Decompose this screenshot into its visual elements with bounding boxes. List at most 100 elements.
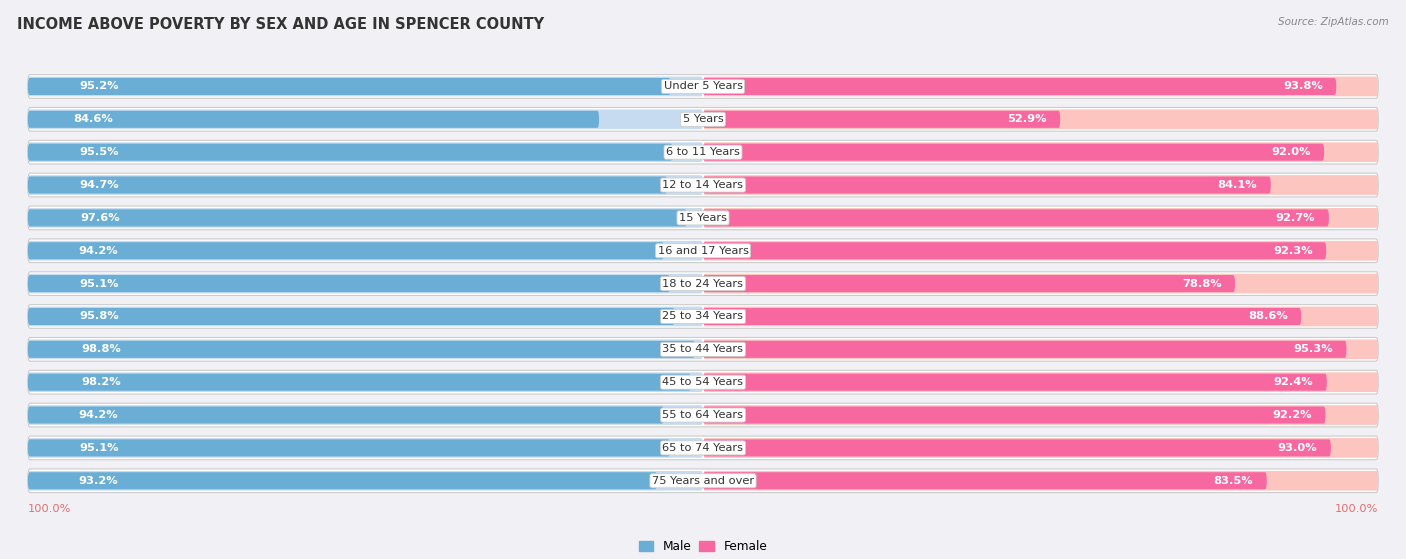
FancyBboxPatch shape <box>703 78 1336 95</box>
FancyBboxPatch shape <box>703 339 1378 359</box>
FancyBboxPatch shape <box>703 274 1378 293</box>
FancyBboxPatch shape <box>28 306 703 326</box>
Text: 94.7%: 94.7% <box>79 180 118 190</box>
FancyBboxPatch shape <box>28 274 703 293</box>
Text: 98.8%: 98.8% <box>82 344 121 354</box>
FancyBboxPatch shape <box>703 275 1234 292</box>
Text: 52.9%: 52.9% <box>1007 114 1046 124</box>
FancyBboxPatch shape <box>28 439 669 457</box>
Text: 6 to 11 Years: 6 to 11 Years <box>666 147 740 157</box>
Text: 95.5%: 95.5% <box>79 147 120 157</box>
Text: 12 to 14 Years: 12 to 14 Years <box>662 180 744 190</box>
FancyBboxPatch shape <box>703 438 1378 458</box>
FancyBboxPatch shape <box>28 177 668 193</box>
Text: 84.1%: 84.1% <box>1218 180 1257 190</box>
FancyBboxPatch shape <box>703 208 1378 228</box>
FancyBboxPatch shape <box>703 241 1378 260</box>
FancyBboxPatch shape <box>703 177 1271 193</box>
Text: 95.1%: 95.1% <box>79 278 118 288</box>
FancyBboxPatch shape <box>703 210 1329 226</box>
Text: 95.2%: 95.2% <box>79 82 118 92</box>
FancyBboxPatch shape <box>703 405 1378 425</box>
FancyBboxPatch shape <box>28 405 703 425</box>
Text: 93.2%: 93.2% <box>79 476 118 486</box>
Text: 95.1%: 95.1% <box>79 443 118 453</box>
Text: 93.0%: 93.0% <box>1278 443 1317 453</box>
FancyBboxPatch shape <box>28 406 664 424</box>
FancyBboxPatch shape <box>703 471 1378 491</box>
Text: 93.8%: 93.8% <box>1284 82 1323 92</box>
FancyBboxPatch shape <box>28 74 1378 98</box>
FancyBboxPatch shape <box>28 78 671 95</box>
FancyBboxPatch shape <box>28 239 1378 263</box>
FancyBboxPatch shape <box>28 371 1378 394</box>
Text: 35 to 44 Years: 35 to 44 Years <box>662 344 744 354</box>
Text: 100.0%: 100.0% <box>1334 504 1378 514</box>
Text: 97.6%: 97.6% <box>80 213 120 223</box>
FancyBboxPatch shape <box>28 210 686 226</box>
Text: 94.2%: 94.2% <box>79 246 118 256</box>
FancyBboxPatch shape <box>28 373 690 391</box>
FancyBboxPatch shape <box>28 438 703 458</box>
FancyBboxPatch shape <box>28 173 1378 197</box>
FancyBboxPatch shape <box>703 372 1378 392</box>
FancyBboxPatch shape <box>28 143 703 162</box>
FancyBboxPatch shape <box>28 110 703 129</box>
Text: 95.8%: 95.8% <box>80 311 120 321</box>
Text: 84.6%: 84.6% <box>73 114 114 124</box>
FancyBboxPatch shape <box>28 469 1378 492</box>
Text: 92.2%: 92.2% <box>1272 410 1312 420</box>
FancyBboxPatch shape <box>28 208 703 228</box>
FancyBboxPatch shape <box>703 406 1326 424</box>
FancyBboxPatch shape <box>703 472 1267 489</box>
FancyBboxPatch shape <box>28 436 1378 459</box>
Text: 78.8%: 78.8% <box>1182 278 1222 288</box>
FancyBboxPatch shape <box>703 308 1301 325</box>
FancyBboxPatch shape <box>703 341 1347 358</box>
Text: 92.7%: 92.7% <box>1275 213 1316 223</box>
FancyBboxPatch shape <box>28 111 599 128</box>
Text: 100.0%: 100.0% <box>28 504 72 514</box>
Text: 88.6%: 88.6% <box>1249 311 1288 321</box>
Text: 45 to 54 Years: 45 to 54 Years <box>662 377 744 387</box>
FancyBboxPatch shape <box>703 175 1378 195</box>
FancyBboxPatch shape <box>28 471 703 491</box>
FancyBboxPatch shape <box>703 111 1060 128</box>
Text: 92.0%: 92.0% <box>1271 147 1310 157</box>
FancyBboxPatch shape <box>28 341 695 358</box>
FancyBboxPatch shape <box>28 339 703 359</box>
Text: 94.2%: 94.2% <box>79 410 118 420</box>
FancyBboxPatch shape <box>28 272 1378 296</box>
FancyBboxPatch shape <box>28 175 703 195</box>
FancyBboxPatch shape <box>703 77 1378 96</box>
Text: 95.3%: 95.3% <box>1294 344 1333 354</box>
FancyBboxPatch shape <box>28 372 703 392</box>
Text: 83.5%: 83.5% <box>1213 476 1253 486</box>
FancyBboxPatch shape <box>28 308 675 325</box>
Text: 25 to 34 Years: 25 to 34 Years <box>662 311 744 321</box>
FancyBboxPatch shape <box>28 403 1378 427</box>
Text: 75 Years and over: 75 Years and over <box>652 476 754 486</box>
Text: 16 and 17 Years: 16 and 17 Years <box>658 246 748 256</box>
FancyBboxPatch shape <box>703 373 1327 391</box>
FancyBboxPatch shape <box>28 305 1378 328</box>
FancyBboxPatch shape <box>28 275 669 292</box>
FancyBboxPatch shape <box>28 472 657 489</box>
Legend: Male, Female: Male, Female <box>634 535 772 558</box>
FancyBboxPatch shape <box>28 144 672 161</box>
FancyBboxPatch shape <box>703 143 1378 162</box>
FancyBboxPatch shape <box>703 144 1324 161</box>
Text: Source: ZipAtlas.com: Source: ZipAtlas.com <box>1278 17 1389 27</box>
Text: 15 Years: 15 Years <box>679 213 727 223</box>
FancyBboxPatch shape <box>28 206 1378 230</box>
Text: 18 to 24 Years: 18 to 24 Years <box>662 278 744 288</box>
FancyBboxPatch shape <box>703 439 1331 457</box>
Text: 98.2%: 98.2% <box>82 377 121 387</box>
FancyBboxPatch shape <box>28 77 703 96</box>
FancyBboxPatch shape <box>703 242 1326 259</box>
Text: 5 Years: 5 Years <box>683 114 723 124</box>
Text: 55 to 64 Years: 55 to 64 Years <box>662 410 744 420</box>
FancyBboxPatch shape <box>28 107 1378 131</box>
FancyBboxPatch shape <box>703 110 1378 129</box>
Text: 92.4%: 92.4% <box>1274 377 1313 387</box>
